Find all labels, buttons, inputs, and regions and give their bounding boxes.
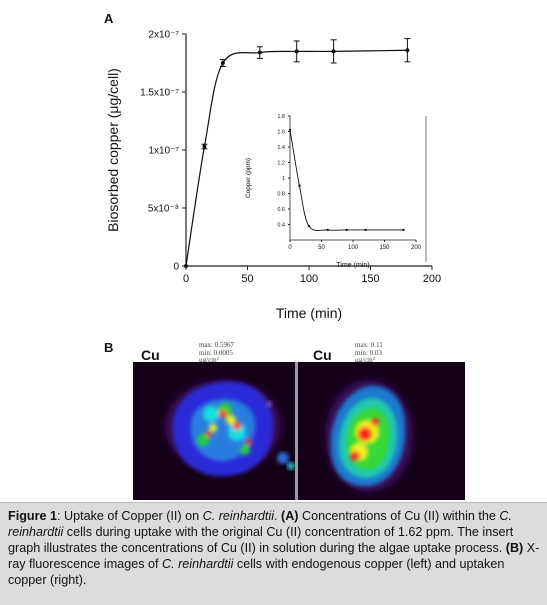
main-chart-y-axis-title: Biosorbed copper (μg/cell): [105, 68, 121, 232]
inset-chart-data-point: [288, 128, 292, 132]
caption-text-1: : Uptake of Copper (II) on: [57, 509, 203, 523]
caption-a-label: (A): [281, 509, 299, 523]
hotspot-yellow-2: [209, 424, 217, 432]
hotspot-green-3: [240, 445, 250, 455]
caption-text-3: Concentrations of Cu (II) within the: [298, 509, 500, 523]
stats-right-max: max: 0.11: [355, 341, 383, 349]
outlier-speck-2: [287, 462, 295, 470]
inset-chart-x-tick-label: 200: [411, 245, 422, 251]
hotspot-yellow-1: [226, 415, 236, 425]
caption-text-6: X-ray fluorescence images of: [8, 541, 540, 571]
inset-chart-data-point: [326, 228, 329, 232]
main-chart-y-tick-label: 1x10⁻⁷: [148, 145, 179, 156]
main-chart-data-point: [405, 48, 410, 53]
xrf-image-left: [165, 380, 295, 477]
main-chart-x-tick-label: 200: [423, 273, 441, 285]
caption-background: [0, 502, 547, 605]
inset-chart-data-point: [298, 184, 301, 187]
hotspot-red-3: [206, 431, 212, 437]
figure-caption: Figure 1: Uptake of Copper (II) on C. re…: [8, 508, 540, 588]
outlier-speck-1: [277, 452, 289, 464]
inset-chart-y-tick-label: 1.4: [277, 145, 285, 151]
inset-chart-y-tick-label: 0.4: [277, 222, 285, 228]
caption-text-4: cells during uptake with the original Cu…: [8, 525, 514, 555]
stats-right-unit: μg/cm²: [355, 356, 375, 364]
inset-chart-data-point: [345, 228, 348, 232]
inset-chart-x-tick-label: 100: [348, 245, 359, 251]
main-chart-data-point: [184, 264, 188, 268]
inset-chart-series-line: [289, 129, 404, 231]
caption-figure-label: Figure 1: [8, 509, 57, 523]
hotspot-red-r1: [358, 427, 372, 441]
inset-chart-y-tick-label: 1: [282, 176, 285, 182]
stats-left-unit: μg/cm²: [199, 356, 219, 364]
panel-a-letter: A: [104, 11, 114, 26]
main-chart-data-point: [220, 61, 225, 65]
inset-chart-y-tick-label: 1.8: [277, 114, 285, 120]
cu-label-right: Cu: [313, 347, 332, 363]
caption-text-5: .: [498, 541, 506, 555]
xrf-images: [133, 362, 465, 500]
image-divider: [295, 362, 298, 500]
hotspot-red-2: [233, 422, 241, 430]
inset-chart-data-point: [402, 228, 405, 232]
main-chart-series-line: [185, 49, 408, 267]
hotspot-cyan-1: [203, 406, 219, 422]
hotspot-red-1: [219, 410, 227, 418]
stats-left-max: max: 0.5967: [199, 341, 234, 349]
main-chart-data-point: [257, 50, 262, 55]
caption-b-label: (B): [505, 541, 524, 555]
inset-chart-x-tick-label: 150: [379, 245, 390, 251]
main-chart-data-point: [294, 49, 299, 54]
main-chart-y-tick-label: 1.5x10⁻⁷: [140, 87, 179, 98]
main-chart-data-point: [331, 49, 336, 54]
panel-b-letter: B: [104, 340, 114, 355]
stats-right-min: min: 0.03: [355, 348, 382, 357]
inset-chart-y-tick-label: 0.6: [277, 207, 285, 213]
main-chart-y-tick-label: 2x10⁻⁷: [148, 29, 179, 40]
stats-left: max: 0.5967 min: 0.0005 μg/cm²: [199, 341, 234, 365]
main-chart-x-tick-label: 50: [241, 273, 253, 285]
caption-text-2: .: [274, 509, 282, 523]
outlier-speck-3: [266, 401, 272, 407]
inset-chart-x-tick-label: 0: [288, 245, 292, 251]
main-chart-x-tick-label: 0: [183, 273, 189, 285]
stats-left-min: min: 0.0005: [199, 348, 233, 357]
figure-panel-b: Cu max: 0.5967 min: 0.0005 μg/cm² Cu max…: [133, 341, 465, 500]
inset-chart-y-tick-label: 1.2: [277, 160, 285, 166]
main-chart-y-tick-label: 5x10⁻⁸: [148, 203, 179, 214]
hotspot-green-2: [197, 434, 209, 446]
inset-chart-x-axis-title: Time (min): [336, 262, 369, 269]
main-chart-x-tick-label: 100: [300, 273, 318, 285]
caption-species-2: C. reinhardtii: [8, 509, 512, 539]
figure-panel-a: 0 50 100 150 20005x10⁻⁸1x10⁻⁷1.5x10⁻⁷2x10⁻⁷T…: [105, 29, 441, 321]
caption-species-3: C. reinhardtii: [162, 557, 234, 571]
inset-chart-y-tick-label: 1.6: [277, 129, 285, 135]
main-chart-data-point: [202, 144, 207, 149]
main-chart-x-axis-title: Time (min): [276, 305, 342, 321]
main-chart-x-tick-label: 150: [361, 273, 379, 285]
main-chart-y-tick-label: 0: [173, 261, 179, 272]
hotspot-red-r3: [371, 418, 379, 426]
inset-chart-y-tick-label: 0.8: [277, 191, 285, 197]
stats-right: max: 0.11 min: 0.03 μg/cm²: [355, 341, 383, 365]
inset-chart-x-tick-label: 50: [318, 245, 325, 251]
hotspot-cyan-2: [228, 423, 246, 441]
cu-label-left: Cu: [141, 347, 160, 363]
inset-chart-data-point: [307, 224, 311, 228]
xrf-image-right: [325, 380, 413, 492]
hotspot-red-r2: [350, 451, 360, 461]
caption-text-7: cells with endogenous copper (left) and …: [8, 557, 505, 587]
inset-chart-data-point: [364, 228, 367, 232]
hotspot-red-4: [246, 439, 252, 445]
caption-species-1: C. reinhardtii: [202, 509, 275, 523]
inset-chart-y-axis-title: Copper (ppm): [245, 158, 252, 198]
